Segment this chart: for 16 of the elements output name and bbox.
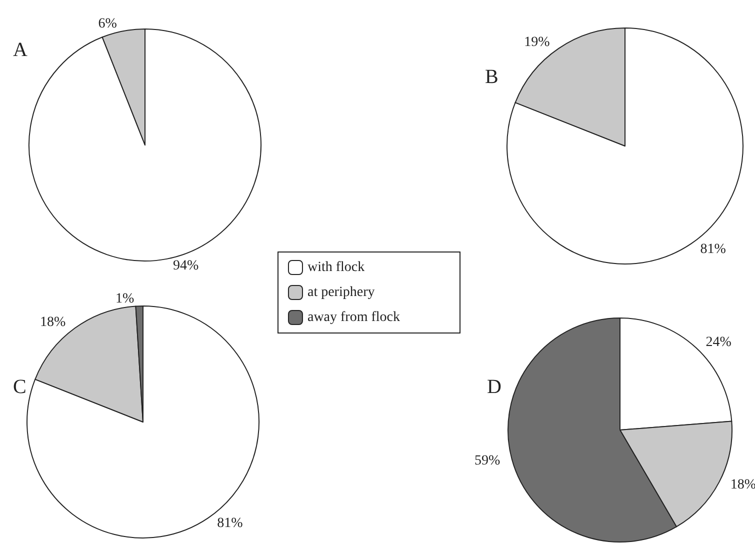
data-label: 94% xyxy=(173,258,200,274)
data-label: 81% xyxy=(700,242,726,257)
text: D xyxy=(487,376,502,398)
data-label: 1% xyxy=(115,292,134,307)
data-label: 18% xyxy=(40,314,66,330)
legend-label: away from flock xyxy=(307,310,400,325)
text: C xyxy=(13,376,26,398)
text: B xyxy=(485,66,498,88)
data-label: 19% xyxy=(524,35,550,50)
data-label: 24% xyxy=(706,335,732,350)
legend-label: at periphery xyxy=(307,285,375,300)
legend-label: with flock xyxy=(307,260,365,275)
data-label: 59% xyxy=(474,454,500,469)
data-label: 6% xyxy=(98,16,118,32)
text: A xyxy=(13,39,28,61)
data-label: 81% xyxy=(217,516,244,532)
